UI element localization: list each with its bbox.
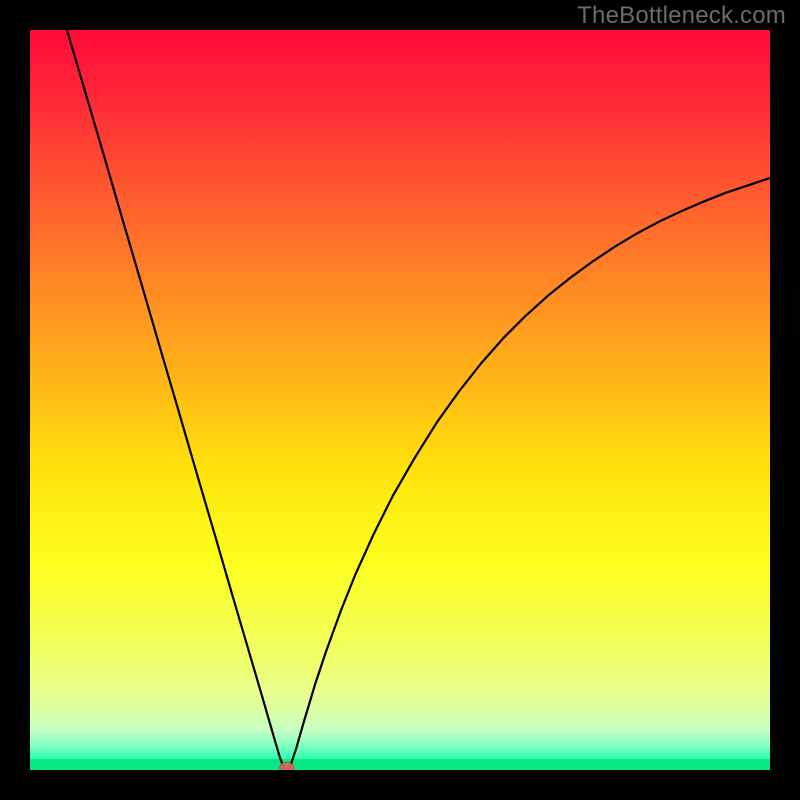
plot-area — [30, 30, 770, 770]
chart-root: { "watermark": { "text": "TheBottleneck.… — [0, 0, 800, 800]
min-marker — [280, 762, 294, 770]
bottleneck-curve — [67, 30, 770, 770]
watermark-text: TheBottleneck.com — [577, 2, 786, 30]
plot-overlay — [30, 30, 770, 770]
plot-frame — [0, 0, 800, 800]
green-band — [30, 759, 770, 770]
